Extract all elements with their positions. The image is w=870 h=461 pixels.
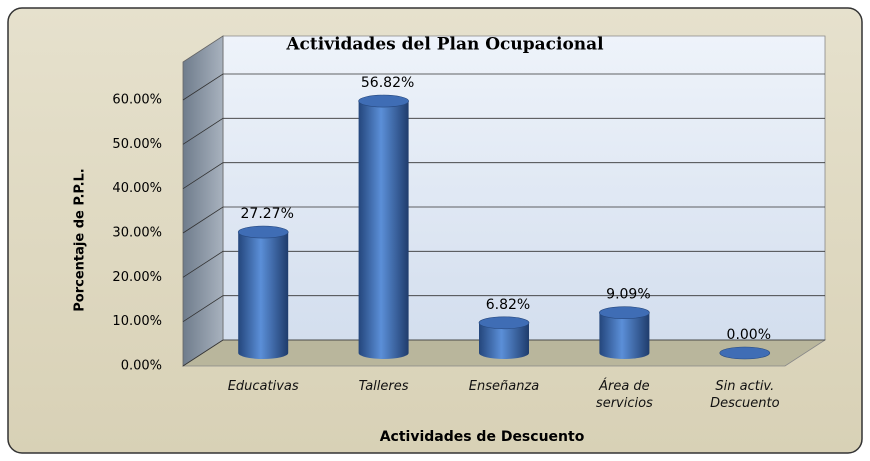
- y-tick-label: 50.00%: [112, 137, 162, 152]
- bar: [478, 316, 530, 359]
- grid-line: [182, 162, 825, 190]
- bar-body: [479, 322, 529, 359]
- data-label: 9.09%: [606, 287, 650, 303]
- chart-title: Actividades del Plan Ocupacional: [285, 35, 604, 55]
- data-label: 0.00%: [727, 327, 771, 343]
- grid-line: [182, 295, 825, 323]
- bar-top: [478, 316, 530, 330]
- grid-line: [182, 250, 825, 278]
- y-axis-label: Porcentaje de P.P.L.: [73, 168, 88, 311]
- bar-body: [238, 232, 289, 359]
- grid-line: [182, 117, 825, 145]
- side-wall: [182, 35, 224, 367]
- y-tick-label: 10.00%: [112, 314, 162, 329]
- back-wall: [222, 35, 826, 341]
- bar: [719, 346, 771, 360]
- data-label: 6.82%: [486, 297, 530, 313]
- bar-body: [599, 312, 650, 359]
- x-tick-label: Área de servicios: [595, 379, 653, 411]
- plot-area: [181, 35, 827, 367]
- x-axis-label: Actividades de Descuento: [380, 429, 585, 445]
- y-tick-label: 30.00%: [112, 226, 162, 241]
- x-tick-label: Enseñanza: [468, 379, 540, 394]
- grid-line: [182, 206, 825, 234]
- x-tick-label: Talleres: [358, 379, 409, 394]
- bar: [237, 225, 289, 359]
- bar-top: [237, 225, 289, 239]
- bar: [358, 94, 409, 360]
- bar: [599, 306, 650, 359]
- y-tick-label: 20.00%: [112, 270, 162, 285]
- y-tick-label: 0.00%: [121, 359, 162, 374]
- bar-body: [358, 101, 409, 360]
- bar-top: [358, 94, 409, 108]
- x-tick-label: Educativas: [227, 379, 299, 394]
- x-tick-label: Sin activ. Descuento: [710, 379, 780, 411]
- bar-top: [719, 346, 771, 360]
- grid-line: [182, 73, 825, 101]
- data-label: 56.82%: [361, 75, 414, 91]
- data-label: 27.27%: [241, 206, 294, 222]
- bar-top: [599, 306, 650, 320]
- y-tick-label: 40.00%: [112, 181, 162, 196]
- y-tick-label: 60.00%: [112, 93, 162, 108]
